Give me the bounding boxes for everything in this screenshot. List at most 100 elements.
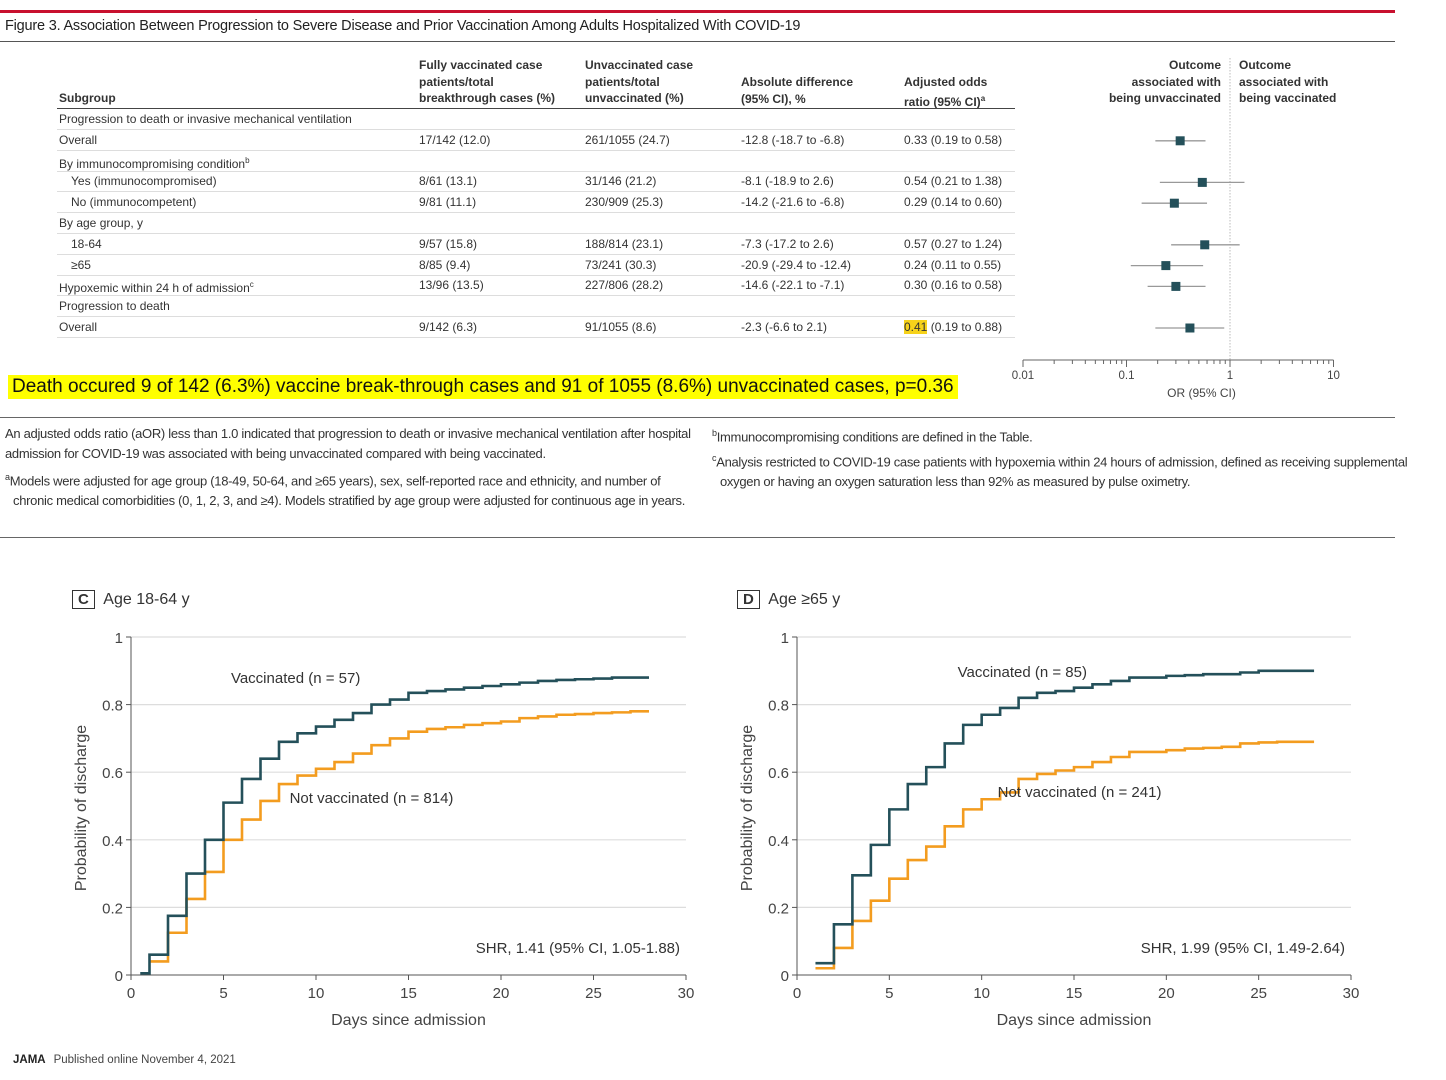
cell-unvacc: 188/814 (23.1) [585, 234, 663, 254]
header-line: patients/total [419, 74, 494, 89]
divider [0, 417, 1395, 418]
y-tick-label: 0 [115, 968, 123, 985]
x-tick-label: 10 [308, 985, 325, 1002]
cell-text: 0.33 (0.19 to 0.58) [904, 132, 1003, 147]
cell-aor: 0.33 (0.19 to 0.58) [904, 130, 1002, 150]
header-line: Outcome [1168, 58, 1221, 72]
header-line: associated with [1239, 74, 1329, 89]
x-tick-label: 25 [1250, 985, 1267, 1002]
header-line: unvaccinated (%) [585, 91, 684, 105]
cell-diff: -8.1 (-18.9 to 2.6) [741, 171, 834, 191]
cell-text: Progression to death [59, 299, 170, 314]
cell-text: -2.3 (-6.6 to 2.1) [741, 320, 828, 334]
x-tick-label: 0 [127, 985, 135, 1002]
table-row: Hypoxemic within 24 h of admissionc 13/96… [57, 275, 1015, 297]
table-row: By immunocompromising conditionb [57, 151, 1015, 172]
series-label-not-vaccinated: Not vaccinated (n = 814) [290, 790, 454, 807]
series-line [149, 710, 649, 963]
x-tick-label: 0 [793, 985, 801, 1002]
header-vaccinated: Fully vaccinated case patients/total bre… [419, 57, 555, 107]
cell-subgroup: Yes (immunocompromised) [71, 171, 217, 191]
point-estimate [1169, 198, 1179, 208]
x-tick-label: 20 [1158, 985, 1175, 1002]
cell-vacc: 8/85 (9.4) [419, 255, 470, 275]
cell-text: 73/241 (30.3) [585, 257, 657, 272]
panel-d-title: D Age ≥65 y [737, 590, 841, 609]
header-line: being unvaccinated [1108, 91, 1221, 105]
cell-text: 8/61 (13.1) [419, 174, 478, 189]
cell-unvacc: 31/146 (21.2) [585, 171, 656, 191]
y-tick-label: 0 [781, 968, 789, 985]
x-tick-label: 5 [219, 985, 227, 1002]
note-main: An adjusted odds ratio (aOR) less than 1… [5, 426, 691, 461]
x-tick-label: 5 [885, 985, 893, 1002]
footnote-text: Models were adjusted for age group (18-4… [9, 473, 686, 508]
cell-text: -8.1 (-18.9 to 2.6) [741, 174, 834, 189]
tick-label: 10 [1327, 370, 1340, 382]
x-tick-label: 30 [1343, 985, 1360, 1002]
cell-text: -12.8 (-18.7 to -6.8) [741, 132, 845, 147]
cell-unvacc: 230/909 (25.3) [585, 192, 663, 212]
cell-text: 31/146 (21.2) [585, 174, 657, 189]
cell-text: 0.54 (0.21 to 1.38) [904, 174, 1003, 189]
cell-text: -14.2 (-21.6 to -6.8) [741, 195, 845, 210]
point-estimate [1161, 261, 1171, 271]
header-line: being vaccinated [1239, 91, 1337, 105]
x-axis-label: Days since admission [331, 1012, 486, 1029]
cell-text: 0.29 (0.14 to 0.60) [904, 195, 1003, 210]
table-row: By age group, y [57, 213, 1015, 234]
y-axis-label: Probability of discharge [739, 725, 756, 891]
tick-label: 0.01 [1012, 370, 1034, 382]
cell-text: -20.9 (-29.4 to -12.4) [741, 257, 852, 272]
cell-text: 91/1055 (8.6) [585, 320, 657, 334]
footnote-mark: c [712, 453, 717, 463]
cell-vacc: 13/96 (13.5) [419, 275, 484, 295]
cell-vacc: 9/57 (15.8) [419, 234, 477, 254]
table-row: ≥65 8/85 (9.4) 73/241 (30.3) -20.9 (-29.4 t… [57, 255, 1015, 276]
cell-text: 230/909 (25.3) [585, 195, 664, 210]
cell-text: 0.57 (0.27 to 1.24) [904, 236, 1003, 251]
cell-text: 261/1055 (24.7) [585, 132, 670, 147]
footnote-mark: b [712, 428, 717, 438]
cell-vacc: 8/61 (13.1) [419, 171, 477, 191]
y-tick-label: 0.8 [102, 698, 123, 715]
panel-title-text: Age ≥65 y [768, 591, 841, 608]
cell-text: 9/81 (11.1) [419, 195, 477, 210]
cell-text: By immunocompromising condition [59, 156, 246, 171]
cell-subgroup: ≥65 [71, 255, 91, 275]
cell-vacc: 9/81 (11.1) [419, 192, 476, 212]
cell-text: (0.19 to 0.88) [927, 320, 1003, 334]
footnote-b: bImmunocompromising conditions are defin… [712, 424, 1402, 447]
cell-subgroup: Progression to death or invasive mechani… [59, 109, 352, 129]
cell-aor: 0.54 (0.21 to 1.38) [904, 171, 1002, 191]
x-tick-label: 10 [973, 985, 990, 1002]
header-line: Unvaccinated case [585, 58, 694, 72]
header-outcome-vaccinated: Outcome associated with being vaccinated [1239, 57, 1336, 107]
y-tick-label: 0.6 [102, 765, 123, 782]
header-line: ratio (95% CI)a [904, 91, 987, 111]
cell-subgroup: By immunocompromising conditionb [59, 151, 250, 174]
footnote-c: cAnalysis restricted to COVID-19 case pa… [712, 449, 1410, 491]
footnote-text: Analysis restricted to COVID-19 case pat… [716, 454, 1408, 489]
table-row: No (immunocompetent) 9/81 (11.1) 230/909 (… [57, 192, 1015, 214]
x-tick-label: 15 [1066, 985, 1083, 1002]
cell-text: No (immunocompetent) [71, 195, 197, 210]
cell-text: Overall [59, 320, 98, 334]
series-label-vaccinated: Vaccinated (n = 85) [958, 664, 1087, 681]
footnote-a: aModels were adjusted for age group (18-… [5, 468, 693, 510]
header-line: patients/total [585, 74, 660, 89]
divider [0, 537, 1395, 538]
table-row: Progression to death [57, 296, 1015, 318]
table-row: Progression to death or invasive mechani… [57, 109, 1015, 130]
x-tick-label: 20 [493, 985, 510, 1002]
cell-vacc: 9/142 (6.3) [419, 317, 477, 337]
cell-unvacc: 91/1055 (8.6) [585, 317, 656, 337]
x-tick-label: 25 [585, 985, 602, 1002]
tick-label: 0.1 [1119, 370, 1135, 382]
header-line: Adjusted odds [904, 75, 988, 89]
cell-text: 227/806 (28.2) [585, 278, 664, 293]
cell-subgroup: No (immunocompetent) [71, 192, 196, 212]
point-estimate [1185, 323, 1195, 333]
cell-text: 9/57 (15.8) [419, 236, 478, 251]
highlighted-value: 0.41 [904, 320, 928, 334]
